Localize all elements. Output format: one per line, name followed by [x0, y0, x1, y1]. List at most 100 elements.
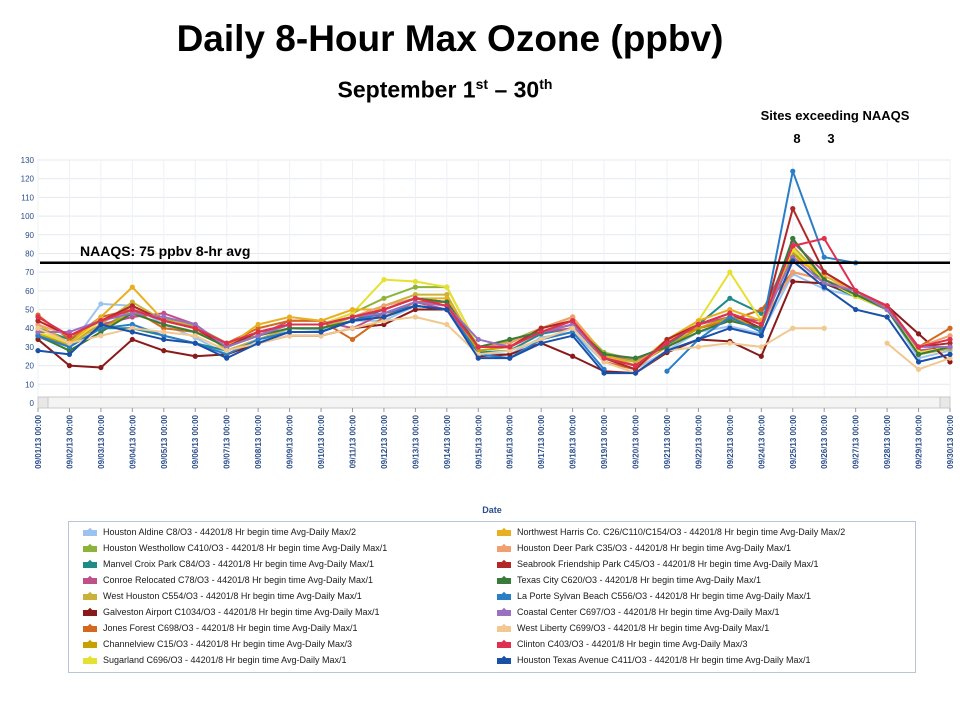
legend-item[interactable]: Houston Westhollow C410/O3 - 44201/8 Hr …: [83, 543, 387, 553]
data-point: [884, 340, 890, 346]
data-point: [381, 310, 387, 316]
data-point: [538, 325, 544, 331]
exceedance-count-1: 8: [793, 131, 801, 146]
data-point: [695, 325, 702, 331]
data-point: [412, 284, 418, 290]
x-tick-label: 09/23/13 00:00: [726, 414, 735, 468]
legend-swatch: [83, 561, 97, 568]
legend-item[interactable]: Conroe Relocated C78/O3 - 44201/8 Hr beg…: [83, 575, 373, 585]
exceedance-label: Sites exceeding NAAQS: [760, 108, 910, 123]
data-point: [758, 333, 764, 339]
data-point: [507, 351, 513, 357]
data-point: [255, 333, 261, 339]
data-point: [475, 344, 481, 350]
legend-item[interactable]: La Porte Sylvan Beach C556/O3 - 44201/8 …: [497, 591, 811, 601]
data-point: [255, 336, 261, 343]
data-point: [727, 269, 733, 275]
legend-item[interactable]: Galveston Airport C1034/O3 - 44201/8 Hr …: [83, 607, 379, 617]
data-point: [161, 310, 167, 316]
series-line-15: [37, 316, 825, 375]
legend-item[interactable]: Texas City C620/O3 - 44201/8 Hr begin ti…: [497, 575, 761, 585]
legend-swatch: [83, 545, 97, 552]
data-point: [98, 314, 104, 320]
legend-label: Houston Texas Avenue C411/O3 - 44201/8 H…: [517, 655, 811, 665]
x-tick-label: 09/04/13 00:00: [128, 414, 137, 468]
legend-item[interactable]: Houston Aldine C8/O3 - 44201/8 Hr begin …: [83, 527, 356, 537]
data-point: [947, 359, 953, 365]
data-point: [412, 306, 418, 313]
legend-item[interactable]: West Liberty C699/O3 - 44201/8 Hr begin …: [497, 623, 769, 633]
legend-item[interactable]: Coastal Center C697/O3 - 44201/8 Hr begi…: [497, 607, 779, 617]
legend-item[interactable]: Sugarland C696/O3 - 44201/8 Hr begin tim…: [83, 655, 346, 665]
data-point: [821, 254, 827, 260]
legend-label: Manvel Croix Park C84/O3 - 44201/8 Hr be…: [103, 559, 374, 569]
data-point: [664, 336, 670, 343]
legend-item[interactable]: Houston Texas Avenue C411/O3 - 44201/8 H…: [497, 655, 811, 665]
x-tick-label: 09/29/13 00:00: [915, 414, 924, 468]
data-point: [821, 269, 827, 275]
data-point: [98, 321, 104, 328]
data-point: [66, 329, 73, 335]
data-point: [821, 280, 827, 286]
data-point: [727, 310, 733, 316]
x-tick-label: 09/27/13 00:00: [852, 414, 861, 468]
data-point: [98, 318, 104, 324]
data-point: [161, 348, 167, 354]
legend-swatch: [83, 529, 97, 536]
data-point: [192, 325, 198, 331]
data-point: [695, 344, 702, 350]
x-tick-label: 09/10/13 00:00: [317, 414, 326, 468]
legend-swatch: [497, 593, 511, 600]
data-point: [758, 306, 764, 313]
data-point: [35, 336, 41, 343]
data-point: [915, 344, 922, 350]
x-tick-label: 09/08/13 00:00: [254, 414, 263, 468]
data-point: [915, 366, 922, 372]
data-point: [35, 348, 41, 354]
y-tick-label: 110: [21, 193, 34, 202]
legend-swatch: [497, 625, 511, 632]
legend-item[interactable]: Clinton C403/O3 - 44201/8 Hr begin time …: [497, 639, 747, 649]
legend-item[interactable]: Seabrook Friendship Park C45/O3 - 44201/…: [497, 559, 818, 569]
data-point: [286, 325, 293, 331]
legend-item[interactable]: Manvel Croix Park C84/O3 - 44201/8 Hr be…: [83, 559, 374, 569]
data-point: [570, 318, 576, 324]
legend-item[interactable]: Channelview C15/O3 - 44201/8 Hr begin ti…: [83, 639, 352, 649]
data-point: [192, 329, 198, 335]
data-point: [286, 321, 293, 328]
data-point: [224, 340, 230, 346]
legend-swatch: [83, 593, 97, 600]
legend-label: Seabrook Friendship Park C45/O3 - 44201/…: [517, 559, 819, 569]
data-point: [821, 277, 827, 283]
data-point: [35, 333, 41, 339]
legend-item[interactable]: Jones Forest C698/O3 - 44201/8 Hr begin …: [83, 623, 357, 633]
data-point: [727, 314, 733, 320]
data-point: [853, 291, 859, 298]
data-point: [192, 353, 198, 359]
naaqs-label: NAAQS: 75 ppbv 8-hr avg: [80, 243, 250, 259]
data-point: [129, 325, 135, 331]
legend-swatch: [83, 641, 97, 648]
data-point: [915, 331, 922, 337]
data-point: [129, 321, 135, 328]
legend-item[interactable]: Houston Deer Park C35/O3 - 44201/8 Hr be…: [497, 543, 791, 553]
data-point: [695, 329, 702, 335]
data-point: [727, 325, 733, 331]
data-point: [664, 344, 670, 350]
data-point: [318, 318, 324, 324]
data-point: [884, 314, 890, 320]
data-point: [727, 295, 733, 301]
data-point: [884, 303, 890, 309]
legend-item[interactable]: West Houston C554/O3 - 44201/8 Hr begin …: [83, 591, 362, 601]
data-point: [444, 284, 450, 290]
data-point: [318, 321, 324, 328]
x-tick-label: 09/05/13 00:00: [160, 414, 169, 468]
data-point: [412, 295, 418, 301]
x-tick-label: 09/17/13 00:00: [537, 414, 546, 468]
legend-item[interactable]: Northwest Harris Co. C26/C110/C154/O3 - …: [497, 527, 845, 537]
data-point: [538, 340, 544, 346]
data-point: [129, 299, 135, 305]
legend-label: Jones Forest C698/O3 - 44201/8 Hr begin …: [103, 623, 358, 633]
data-point: [381, 303, 387, 309]
data-point: [98, 333, 104, 339]
